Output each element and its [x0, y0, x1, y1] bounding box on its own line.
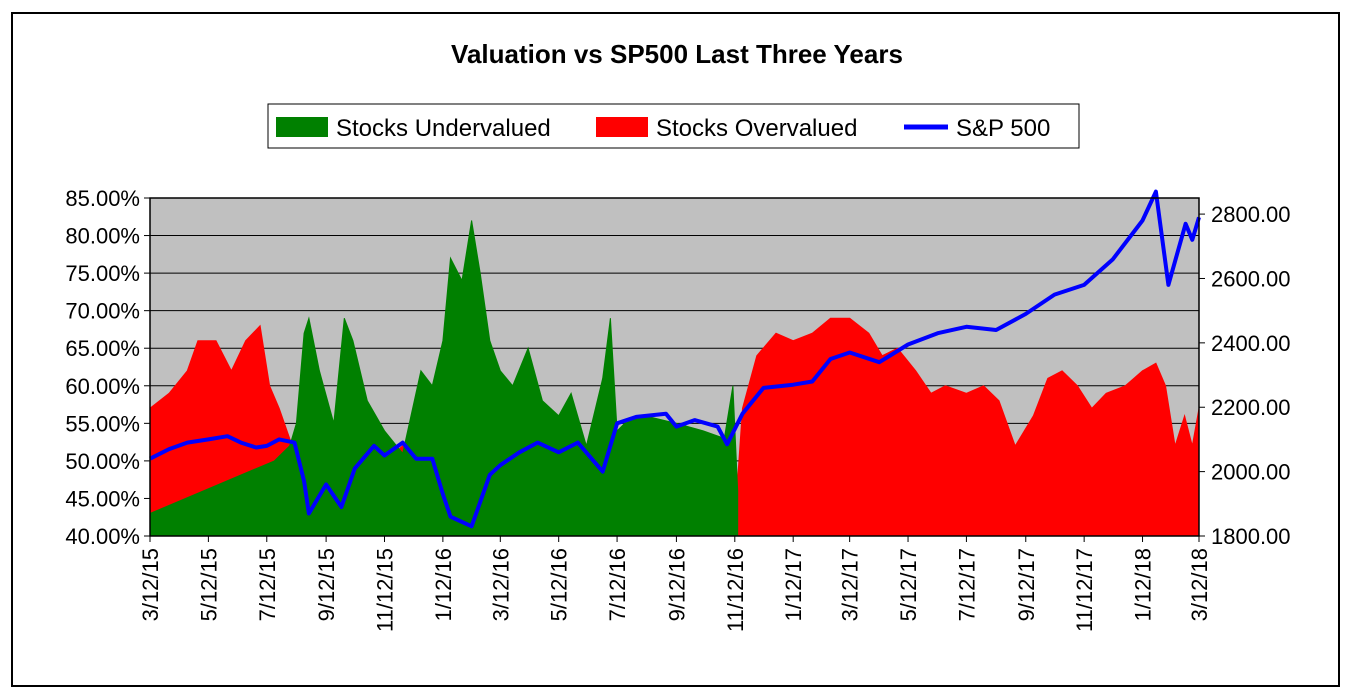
x-tick-label: 3/12/16	[488, 548, 513, 621]
y-right-tick-label: 2600.00	[1211, 266, 1291, 291]
x-tick-label: 3/12/18	[1187, 548, 1212, 621]
y-left-tick-label: 80.00%	[65, 224, 140, 249]
plot-border	[149, 197, 1200, 537]
legend-swatch	[276, 117, 328, 137]
series-line-sp500	[149, 189, 1201, 529]
x-tick-label: 11/12/16	[723, 548, 748, 632]
x-tick-label: 7/12/16	[605, 548, 630, 621]
legend-label: Stocks Overvalued	[656, 115, 857, 142]
y-left-tick-label: 85.00%	[65, 186, 140, 211]
legend-label: S&P 500	[956, 115, 1050, 142]
y-left-tick-label: 50.00%	[65, 449, 140, 474]
x-tick-label: 5/12/15	[196, 548, 221, 621]
chart-title: Valuation vs SP500 Last Three Years	[451, 39, 903, 69]
x-tick-label: 11/12/15	[373, 548, 398, 632]
y-right-tick-label: 1800.00	[1211, 524, 1291, 549]
x-tick-label: 9/12/15	[314, 548, 339, 621]
x-tick-label: 1/12/18	[1131, 548, 1156, 621]
x-tick-label: 1/12/17	[781, 548, 806, 621]
y-right-tick-label: 2400.00	[1211, 331, 1291, 356]
x-tick-label: 1/12/16	[431, 548, 456, 621]
y-right-tick-label: 2200.00	[1211, 395, 1291, 420]
legend-label: Stocks Undervalued	[336, 115, 551, 142]
y-left-tick-label: 55.00%	[65, 411, 140, 436]
x-tick-label: 7/12/17	[954, 548, 979, 621]
y-left-tick-label: 65.00%	[65, 336, 140, 361]
x-tick-label: 5/12/16	[547, 548, 572, 621]
y-left-tick-label: 40.00%	[65, 524, 140, 549]
x-tick-label: 7/12/15	[255, 548, 280, 621]
axes: 85.00% 80.00% 75.00% 70.00% 65.00% 60.00% 55.0…	[65, 186, 1290, 632]
x-tick-label: 9/12/16	[664, 548, 689, 621]
legend: Stocks Undervalued Stocks Overvalued S&P 5…	[267, 103, 1080, 149]
y-left-tick-label: 70.00%	[65, 299, 140, 324]
y-left-tick-label: 60.00%	[65, 374, 140, 399]
y-right-tick-label: 2000.00	[1211, 460, 1291, 485]
legend-swatch	[596, 117, 648, 137]
y-left-tick-label: 75.00%	[65, 261, 140, 286]
series-layer	[149, 189, 1201, 537]
y-right-tick-label: 2800.00	[1211, 202, 1291, 227]
x-tick-label: 3/12/17	[838, 548, 863, 621]
x-tick-label: 5/12/17	[896, 548, 921, 621]
x-tick-label: 9/12/17	[1014, 548, 1039, 621]
x-tick-label: 11/12/17	[1072, 548, 1097, 632]
x-tick-label: 3/12/15	[138, 548, 163, 621]
y-left-tick-label: 45.00%	[65, 486, 140, 511]
